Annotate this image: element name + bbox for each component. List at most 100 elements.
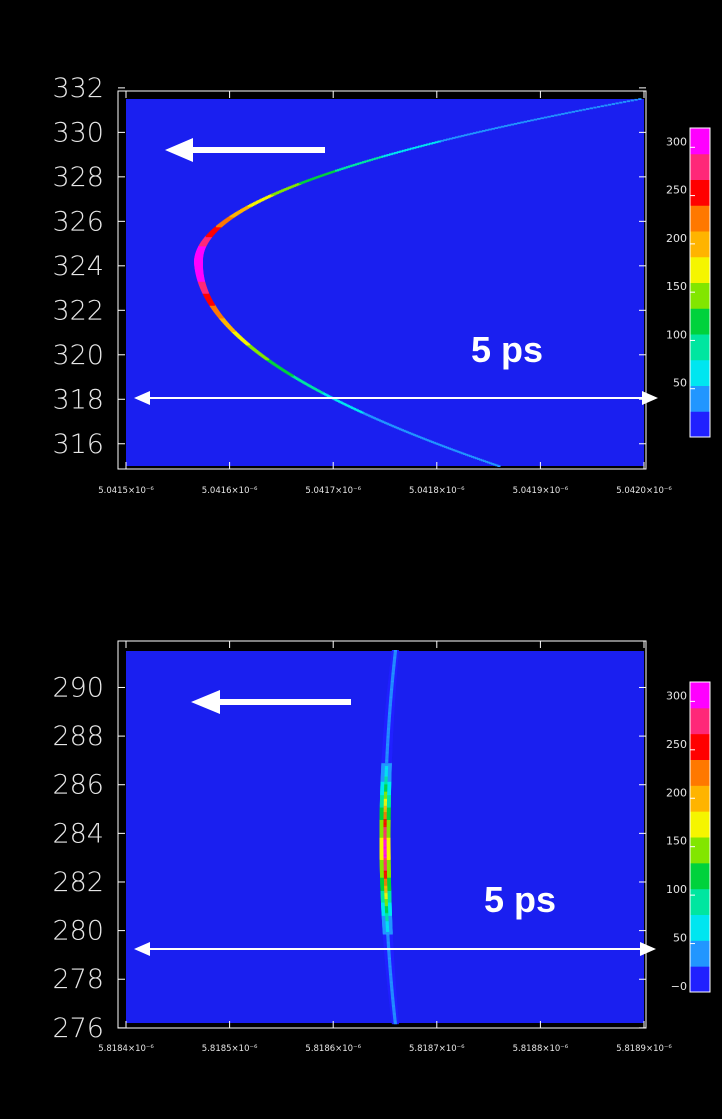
trace-pixel (571, 110, 576, 113)
trace-pixel (394, 151, 398, 154)
trace-pixel (393, 650, 397, 653)
trace-pixel (547, 115, 551, 118)
trace-pixel (459, 451, 463, 454)
trace-pixel (381, 155, 386, 158)
trace-pixel (339, 168, 344, 171)
trace-pixel (540, 117, 544, 120)
trace-pixel (341, 167, 346, 170)
trace-pixel (461, 452, 465, 455)
trace-pixel (348, 165, 353, 168)
trace-pixel (604, 104, 608, 107)
trace-pixel (470, 456, 475, 458)
x-tick-label: 5.0417×10⁻⁶ (305, 486, 361, 496)
x-tick-label: 5.8184×10⁻⁶ (98, 1044, 154, 1054)
trace-pixel (465, 453, 469, 456)
trace-pixel (332, 170, 337, 173)
trace-pixel (482, 130, 486, 132)
y-tick-label: 324 (52, 251, 104, 282)
trace-pixel (622, 101, 627, 103)
colorbar-tick-label: 150 (666, 835, 687, 848)
trace-pixel (421, 437, 426, 440)
x-tick-labels-2: 5.8184×10⁻⁶ 5.8185×10⁻⁶ 5.8186×10⁻⁶ 5.8187×… (98, 1044, 672, 1054)
y-tick-labels-1: 316 318 320 322 324 326 328 330 332 (52, 73, 104, 460)
trace-pixel (407, 431, 411, 434)
trace-pixel (440, 139, 445, 142)
trace-pixel (475, 131, 480, 134)
colorbar-segment (690, 759, 710, 786)
trace-pixel (369, 159, 374, 161)
colorbar-segment (690, 837, 710, 864)
trace-pixel (469, 455, 473, 458)
colorbar-labels-1: 300 250 200 150 100 50 (666, 135, 687, 389)
trace-pixel (443, 446, 448, 448)
trace-pixel (466, 133, 471, 136)
trace-pixel (400, 429, 405, 431)
colorbar-tick-label: −0 (671, 980, 687, 993)
trace-pixel (357, 162, 362, 165)
trace-pixel (352, 163, 357, 166)
trace-pixel (480, 459, 485, 462)
x-tick-labels-1: 5.0415×10⁻⁶ 5.0416×10⁻⁶ 5.0417×10⁻⁶ 5.0418×… (98, 486, 672, 496)
colorbar-segment (690, 153, 710, 180)
trace-pixel (510, 123, 515, 126)
colorbar-1 (689, 127, 711, 438)
trace-pixel (390, 424, 394, 427)
trace-pixel (596, 105, 601, 108)
y-tick-label: 326 (52, 206, 104, 237)
colorbar-segment (690, 682, 710, 709)
trace-pixel (564, 112, 569, 115)
trace-pixel (578, 109, 583, 112)
x-tick-label: 5.0418×10⁻⁶ (409, 486, 465, 496)
colorbar-segment (690, 256, 710, 283)
trace-pixel (454, 136, 459, 139)
trace-pixel (585, 108, 590, 110)
trace-pixel (451, 448, 455, 451)
colorbar-tick-label: 150 (666, 280, 687, 293)
trace-pixel (383, 154, 388, 157)
trace-pixel (483, 460, 487, 463)
trace-pixel (589, 107, 593, 110)
trace-pixel (402, 429, 406, 432)
colorbar-labels-2: 300 250 200 150 100 50 −0 (666, 689, 687, 993)
trace-pixel (568, 111, 572, 114)
y-tick-label: 332 (52, 73, 104, 104)
trace-pixel (364, 160, 369, 163)
x-tick-label: 5.8187×10⁻⁶ (409, 1044, 465, 1054)
y-tick-label: 284 (52, 818, 104, 849)
trace-pixel (371, 158, 376, 161)
time-scale-label-1: 5 ps (471, 329, 543, 370)
trace-pixel (404, 149, 409, 151)
trace-pixel (517, 122, 521, 125)
trace-pixel (485, 460, 489, 463)
trace-pixel (504, 125, 508, 127)
trace-pixel (557, 113, 562, 116)
axes-frame-2 (117, 640, 647, 1029)
trace-pixel (463, 453, 467, 455)
colorbar-segment (690, 785, 710, 812)
trace-pixel (345, 166, 351, 168)
trace-pixel (355, 163, 360, 166)
colorbar-segment (690, 733, 710, 760)
y-tick-label: 276 (52, 1013, 104, 1044)
colorbar-segment (690, 359, 710, 386)
y-tick-label: 286 (52, 770, 104, 801)
trace-pixel (489, 462, 493, 465)
colorbar-segment (690, 179, 710, 206)
trace-pixel (520, 121, 524, 124)
trace-pixel (491, 463, 495, 465)
trace-pixel (537, 117, 541, 120)
x-tick-label: 5.8189×10⁻⁶ (616, 1044, 672, 1054)
trace-pixel (476, 458, 481, 460)
x-tick-label: 5.0420×10⁻⁶ (616, 486, 672, 496)
trace-pixel (600, 105, 604, 108)
scale-bar-2 (134, 942, 656, 956)
trace-pixel (615, 102, 619, 105)
colorbar-frame (689, 681, 711, 993)
trace-pixel (440, 444, 444, 447)
y-tick-label: 280 (52, 916, 104, 947)
trace-pixel (455, 450, 459, 453)
colorbar-segment (690, 128, 710, 155)
colorbar-tick-label: 250 (666, 184, 687, 197)
